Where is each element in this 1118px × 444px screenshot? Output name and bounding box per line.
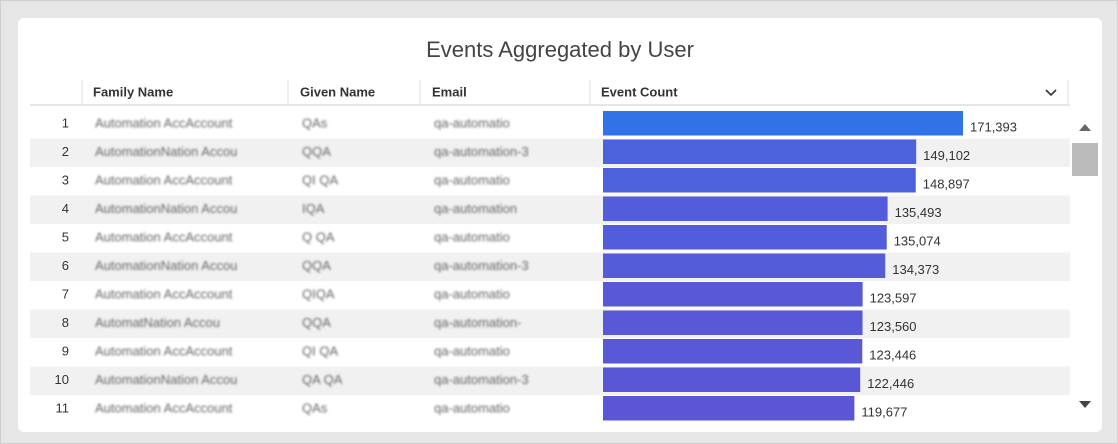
email: qa-automation-3 [434, 258, 529, 273]
email: qa-automation [434, 201, 517, 216]
family-name: AutomationNation Accou [95, 372, 237, 387]
sort-chevron[interactable] [1045, 89, 1057, 97]
bar [603, 139, 917, 164]
table-row[interactable]: 10 AutomationNation Accou QA QA qa-automati… [30, 366, 1070, 396]
bar-label: 123,597 [870, 291, 917, 306]
row-index: 5 [62, 230, 69, 245]
bar [603, 310, 863, 335]
bar-label: 135,493 [895, 205, 942, 220]
given-name: Q QA [302, 230, 335, 245]
bar [603, 367, 861, 392]
email: qa-automation- [434, 315, 521, 330]
bar [603, 111, 963, 136]
family-name: Automation AccAccount [95, 230, 233, 245]
given-name: QIQA [302, 287, 335, 302]
bar [603, 225, 887, 250]
scroll-up[interactable] [1079, 124, 1091, 131]
bar-label: 122,446 [867, 376, 914, 391]
table-row[interactable]: 9 Automation AccAccount QI QA qa-automatio 1… [62, 339, 917, 364]
table-row[interactable]: 5 Automation AccAccount Q QA qa-automatio 13… [62, 225, 941, 250]
row-index: 4 [62, 201, 69, 216]
header-row: Family Name Given Name Email Event Count [30, 80, 1070, 106]
table-row[interactable]: 11 Automation AccAccount QAs qa-automatio 11… [56, 396, 908, 421]
title: Events Aggregated by User [426, 37, 694, 62]
row-stripe [30, 309, 1070, 338]
bar [603, 196, 888, 221]
table-row[interactable]: 1 Automation AccAccount QAs qa-automatio 171… [62, 111, 1017, 136]
bar [603, 396, 855, 421]
given-name: QQA [302, 258, 331, 273]
family-name: Automation AccAccount [95, 173, 233, 188]
table-row[interactable]: 8 AutomatNation Accou QQA qa-automation- 123… [30, 309, 1070, 339]
row-stripe [30, 252, 1070, 281]
row-index: 6 [62, 258, 69, 273]
bar-label: 123,560 [870, 319, 917, 334]
scrollbar[interactable] [1072, 124, 1098, 408]
row-index: 10 [55, 372, 69, 387]
given-name: QQA [302, 144, 331, 159]
family-name: AutomationNation Accou [95, 201, 237, 216]
family-name: AutomatNation Accou [95, 315, 220, 330]
given-name: QA QA [302, 372, 343, 387]
bar [603, 282, 863, 307]
email: qa-automatio [434, 401, 510, 416]
bar-label: 119,677 [861, 405, 907, 420]
row-index: 8 [62, 315, 69, 330]
table-row[interactable]: 2 AutomationNation Accou QQA qa-automation-… [30, 138, 1070, 168]
given-name: QAs [302, 401, 328, 416]
column-header[interactable]: Event Count [601, 84, 678, 99]
row-index: 7 [62, 287, 69, 302]
scroll-thumb[interactable] [1072, 143, 1098, 176]
scroll-down[interactable] [1079, 401, 1091, 408]
bar [603, 253, 886, 278]
table-row[interactable]: 7 Automation AccAccount QIQA qa-automatio 12… [62, 282, 917, 307]
family-name: AutomationNation Accou [95, 144, 237, 159]
table-body: 1 Automation AccAccount QAs qa-automatio 171… [30, 111, 1070, 421]
bar-label: 123,446 [869, 348, 916, 363]
email: qa-automation-3 [434, 144, 529, 159]
email: qa-automatio [434, 287, 510, 302]
family-name: Automation AccAccount [95, 344, 233, 359]
given-name: QI QA [302, 173, 338, 188]
row-index: 9 [62, 344, 69, 359]
row-index: 2 [62, 144, 69, 159]
family-name: Automation AccAccount [95, 287, 233, 302]
email: qa-automatio [434, 230, 510, 245]
given-name: IQA [302, 201, 325, 216]
given-name: QQA [302, 315, 331, 330]
given-name: QAs [302, 116, 328, 131]
bar [603, 168, 916, 193]
given-name: QI QA [302, 344, 338, 359]
row-index: 1 [62, 116, 69, 131]
family-name: AutomationNation Accou [95, 258, 237, 273]
email: qa-automatio [434, 116, 510, 131]
column-header[interactable]: Family Name [93, 84, 173, 99]
email: qa-automation-3 [434, 372, 529, 387]
bar-label: 171,393 [970, 120, 1017, 135]
bar-label: 135,074 [894, 234, 941, 249]
email: qa-automatio [434, 173, 510, 188]
table-row[interactable]: 4 AutomationNation Accou IQA qa-automation 1… [30, 195, 1070, 225]
bar [603, 339, 863, 364]
column-header[interactable]: Email [432, 84, 467, 99]
table-row[interactable]: 3 Automation AccAccount QI QA qa-automatio 1… [62, 168, 970, 193]
column-header[interactable]: Given Name [300, 84, 375, 99]
row-stripe [30, 195, 1070, 224]
bar-label: 149,102 [923, 148, 970, 163]
row-stripe [30, 366, 1070, 395]
bar-label: 148,897 [923, 177, 970, 192]
family-name: Automation AccAccount [95, 116, 233, 131]
bar-label: 134,373 [892, 262, 939, 277]
email: qa-automatio [434, 344, 510, 359]
table-row[interactable]: 6 AutomationNation Accou QQA qa-automation-… [30, 252, 1070, 282]
family-name: Automation AccAccount [95, 401, 233, 416]
row-index: 11 [56, 401, 70, 416]
row-index: 3 [62, 173, 69, 188]
